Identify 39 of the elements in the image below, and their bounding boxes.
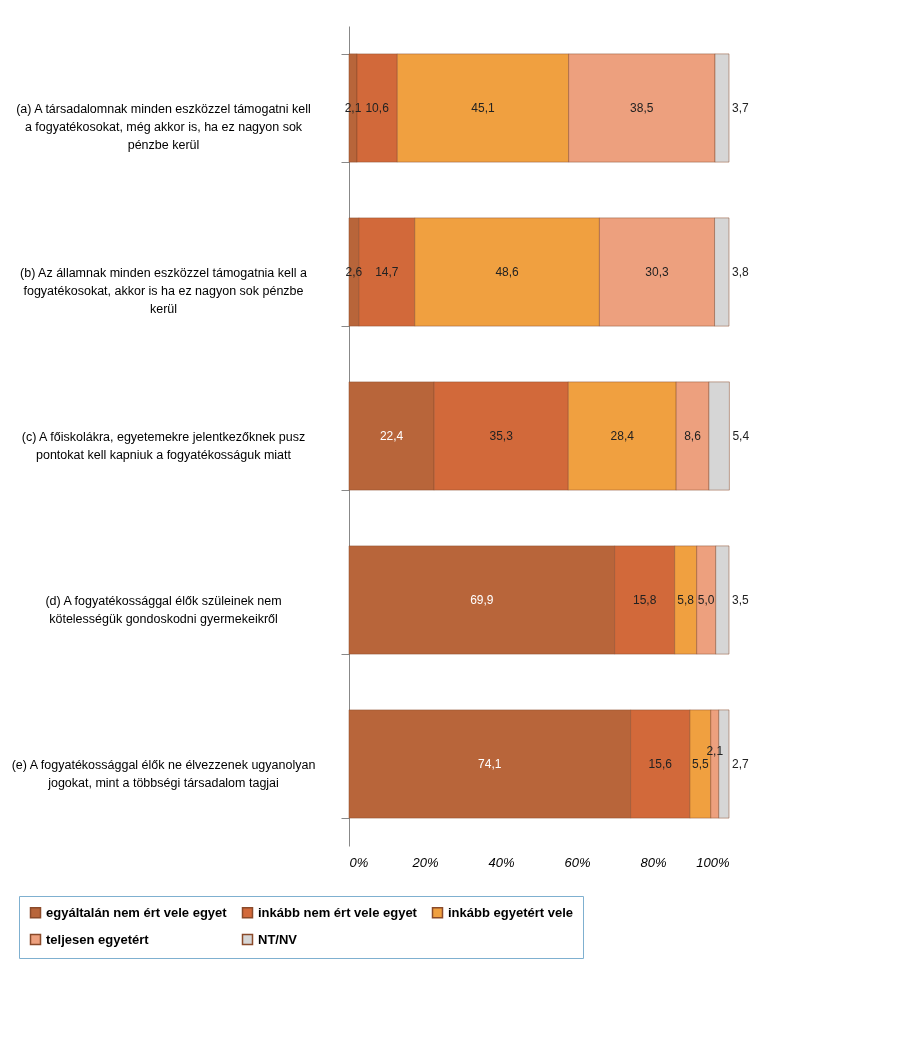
data-label: 3,8 [732, 265, 750, 279]
data-label: 8,6 [684, 429, 702, 443]
data-label: 14,7 [375, 265, 399, 279]
data-label: 28,4 [610, 429, 635, 443]
data-label: 3,5 [732, 593, 750, 607]
x-tick-label: 60% [564, 854, 591, 870]
data-label: 30,3 [645, 265, 669, 279]
x-tick-label: 80% [640, 854, 667, 870]
data-label: 38,5 [630, 101, 654, 115]
data-label: 35,3 [489, 429, 514, 443]
x-tick-label: 0% [349, 854, 369, 870]
data-label: 48,6 [495, 265, 520, 279]
data-label: 2,7 [732, 757, 750, 771]
legend-label: inkább nem ért vele egyet [258, 904, 418, 920]
legend-label: egyáltalán nem ért vele egyet [46, 904, 228, 920]
data-label: 15,6 [648, 757, 673, 771]
data-label: 45,1 [471, 101, 495, 115]
data-label: 5,0 [697, 593, 715, 607]
y-tick-label: (a) A társadalomnak minden eszközzel támogatni kell a fogyatékosokat, még akkor is, ha ez nagyon sok pénzbe kerül [16, 101, 311, 152]
legend-label: teljesen egyetért [46, 931, 150, 947]
data-label: 22,4 [379, 429, 404, 443]
data-label: 10,6 [365, 101, 390, 115]
y-tick-label: (b) Az államnak minden eszközzel támogatnia kell a fogyatékosokat, akkor is ha ez nagyon sok pénzbe kerül [20, 265, 308, 316]
data-label: 5,8 [677, 593, 695, 607]
data-label: 2,1 [706, 744, 724, 758]
data-label: 74,1 [478, 757, 502, 771]
data-label: 5,4 [732, 429, 750, 443]
y-tick-label: (c) A főiskolákra, egyetemekre jelentkezőknek pusz pontokat kell kapniuk a fogyatékosságuk miatt [21, 429, 306, 462]
data-label: 69,9 [470, 593, 494, 607]
data-label: 15,8 [632, 593, 657, 607]
legend-label: inkább egyetért vele [448, 904, 573, 920]
data-label: 3,7 [732, 101, 750, 115]
legend-label: NT/NV [258, 931, 298, 947]
data-label: 5,5 [691, 757, 709, 771]
x-tick-label: 100% [696, 854, 730, 870]
y-tick-label: (e) A fogyatékossággal élők ne élvezzenek ugyanolyan jogokat, mint a többségi társadalom tagjai [11, 757, 316, 790]
x-tick-label: 20% [411, 854, 439, 870]
x-tick-label: 40% [488, 854, 515, 870]
y-tick-label: (d) A fogyatékossággal élők szüleinek nem kötelességük gondoskodni gyermekeikről [45, 593, 282, 626]
